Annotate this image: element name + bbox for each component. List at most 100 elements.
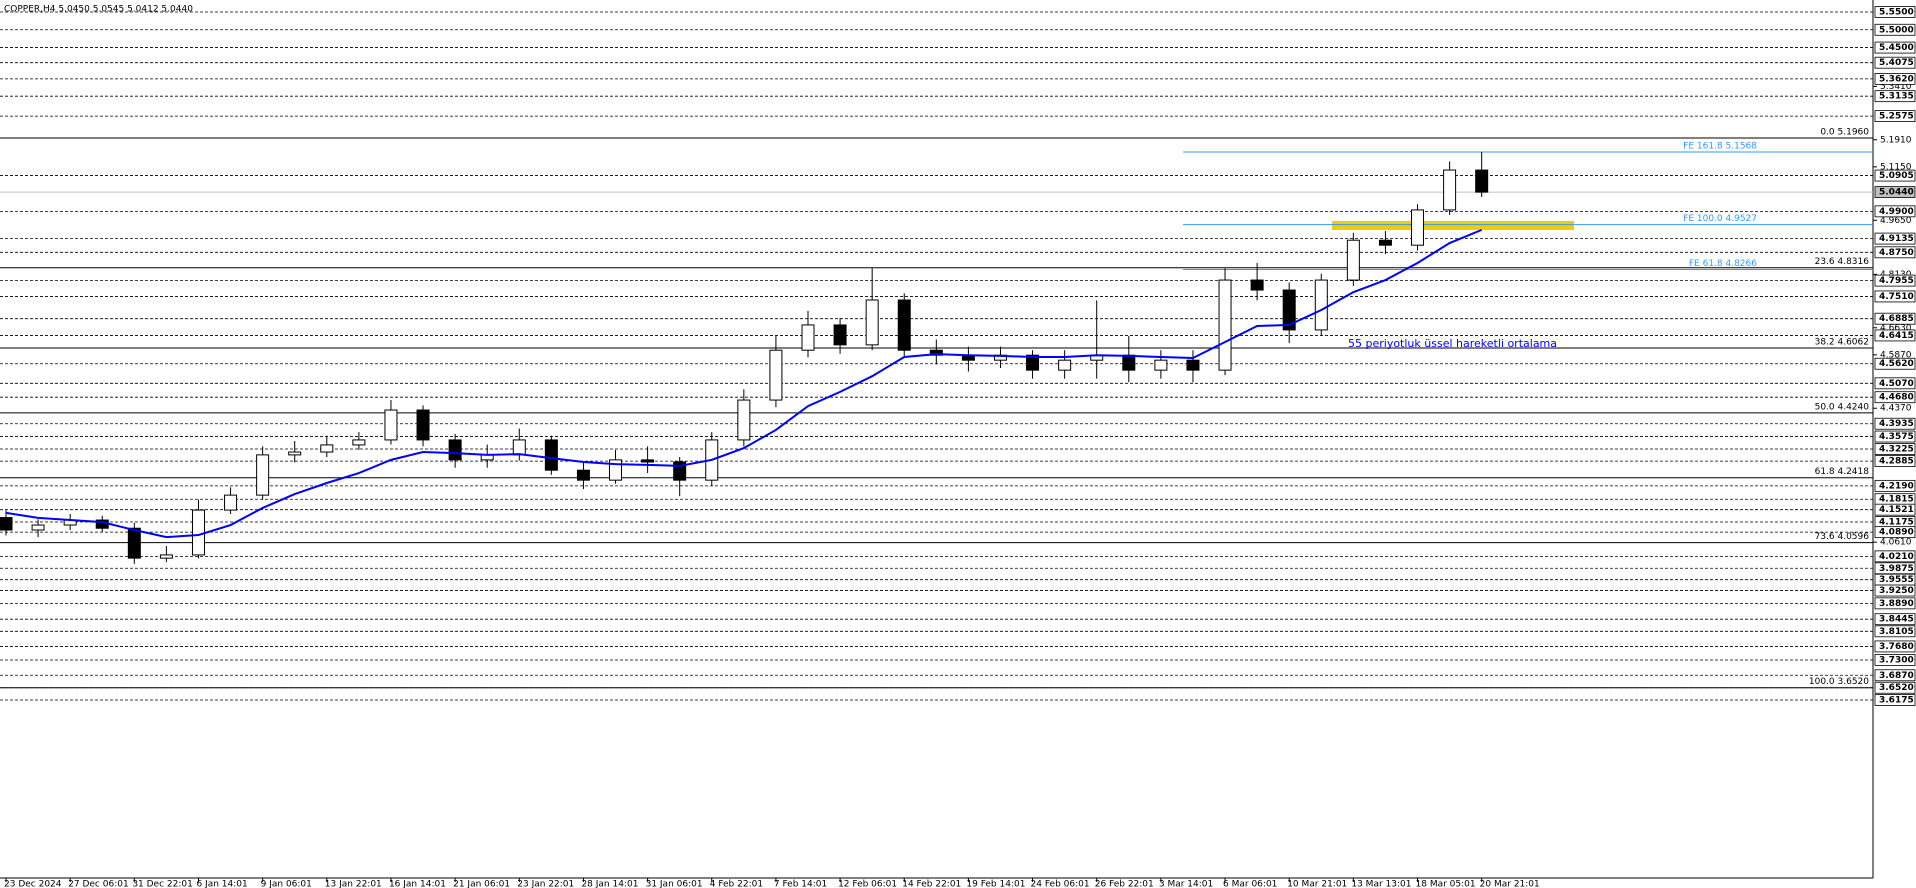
level-label: 4.6415 bbox=[1879, 331, 1914, 341]
x-tick-label: 13 Mar 13:01 bbox=[1351, 880, 1411, 888]
level-label-box bbox=[1874, 357, 1916, 370]
candle-body bbox=[897, 299, 911, 351]
candle-body bbox=[1186, 359, 1200, 371]
candle-body bbox=[224, 494, 238, 511]
level-label: 4.4680 bbox=[1879, 393, 1914, 403]
level-label: 3.7680 bbox=[1879, 642, 1914, 652]
candle-body bbox=[1411, 209, 1425, 246]
level-label-box bbox=[1874, 290, 1916, 303]
level-label-box bbox=[1874, 391, 1916, 404]
level-label-box bbox=[1874, 169, 1916, 182]
candle-body bbox=[159, 554, 173, 559]
level-label-box bbox=[1874, 503, 1916, 516]
candle-body bbox=[1026, 354, 1040, 371]
level-label-box bbox=[1874, 41, 1916, 54]
fib-label: 50.0 4.4240 bbox=[1815, 402, 1870, 412]
level-label: 5.3135 bbox=[1879, 92, 1914, 102]
candle-body bbox=[576, 469, 590, 481]
x-tick-label: 10 Mar 21:01 bbox=[1287, 880, 1347, 888]
x-tick-label: 4 Feb 22:01 bbox=[710, 880, 763, 888]
x-tick-label: 31 Jan 06:01 bbox=[646, 880, 703, 888]
level-label: 4.8750 bbox=[1879, 248, 1914, 258]
chart-title: COPPER,H4 5.0450 5.0545 5.0412 5.0440 bbox=[4, 5, 193, 15]
candle-body bbox=[256, 454, 270, 496]
y-tick-label: 4.5870 bbox=[1880, 350, 1912, 360]
candle-body bbox=[1282, 289, 1296, 331]
candle-body bbox=[1378, 239, 1392, 246]
candle-body bbox=[1250, 279, 1264, 291]
level-label: 4.6885 bbox=[1879, 314, 1914, 324]
fe-label: FE 61.8 4.8266 bbox=[1689, 259, 1757, 269]
level-label-box bbox=[1874, 205, 1916, 218]
candle-body bbox=[801, 324, 815, 351]
level-label: 4.9135 bbox=[1879, 234, 1914, 244]
candle-body bbox=[1443, 169, 1457, 211]
level-label-box bbox=[1874, 479, 1916, 492]
level-label-box bbox=[1874, 526, 1916, 539]
y-tick-label: 5.3410 bbox=[1880, 82, 1912, 92]
y-tick-label: 5.1910 bbox=[1880, 135, 1912, 145]
level-label: 3.6870 bbox=[1879, 671, 1914, 681]
y-tick-label: 5.1150 bbox=[1880, 162, 1912, 172]
candle-body bbox=[1218, 279, 1232, 371]
level-label-box bbox=[1874, 694, 1916, 706]
x-tick-label: 6 Jan 14:01 bbox=[196, 880, 247, 888]
level-label-box bbox=[1874, 430, 1916, 443]
candle-body bbox=[1122, 354, 1136, 371]
candle-body bbox=[1058, 359, 1072, 371]
candle-body bbox=[1314, 279, 1328, 331]
candle-body bbox=[1346, 239, 1360, 281]
level-label: 4.3935 bbox=[1879, 419, 1914, 429]
level-label: 3.8890 bbox=[1879, 599, 1914, 609]
candle-body bbox=[1154, 359, 1168, 371]
candle-body bbox=[448, 439, 462, 461]
x-tick-label: 9 Jan 06:01 bbox=[261, 880, 312, 888]
last-price-label: 5.0440 bbox=[1879, 188, 1914, 198]
level-label-box bbox=[1874, 90, 1916, 103]
level-label: 4.0890 bbox=[1879, 528, 1914, 538]
x-tick-label: 23 Dec 2024 bbox=[4, 880, 62, 888]
level-label: 5.2575 bbox=[1879, 112, 1914, 122]
candle-body bbox=[512, 439, 526, 456]
x-tick-label: 3 Mar 14:01 bbox=[1159, 880, 1213, 888]
level-label-box bbox=[1874, 274, 1916, 287]
level-label-box bbox=[1874, 654, 1916, 666]
x-tick-label: 6 Mar 06:01 bbox=[1223, 880, 1277, 888]
level-label-box bbox=[1874, 312, 1916, 325]
level-label: 4.1175 bbox=[1879, 517, 1914, 527]
x-tick-label: 7 Feb 14:01 bbox=[774, 880, 827, 888]
level-label: 4.2190 bbox=[1879, 481, 1914, 491]
level-label-box bbox=[1874, 625, 1916, 638]
level-label: 3.9875 bbox=[1879, 564, 1914, 574]
fib-label: 0.0 5.1960 bbox=[1820, 128, 1869, 138]
level-label: 4.7955 bbox=[1879, 276, 1914, 286]
x-tick-label: 31 Dec 22:01 bbox=[132, 880, 193, 888]
level-label-box bbox=[1874, 23, 1916, 36]
fib-label: 23.6 4.8316 bbox=[1815, 257, 1870, 267]
fib-label: 100.0 3.6520 bbox=[1809, 677, 1869, 687]
y-tick-label: 4.4370 bbox=[1880, 404, 1912, 414]
y-tick-label: 4.9650 bbox=[1880, 216, 1912, 226]
level-label: 3.6175 bbox=[1879, 696, 1914, 706]
level-label-box bbox=[1874, 550, 1916, 563]
x-tick-label: 18 Mar 05:01 bbox=[1416, 880, 1476, 888]
fe-label: FE 161.8 5.1568 bbox=[1683, 141, 1757, 151]
fe-label: FE 100.0 4.9527 bbox=[1683, 214, 1757, 224]
level-label: 5.5500 bbox=[1879, 7, 1914, 17]
level-label-box bbox=[1874, 6, 1916, 18]
candle-body bbox=[769, 349, 783, 401]
candle-body bbox=[833, 324, 847, 346]
level-label-box bbox=[1874, 73, 1916, 85]
level-label-box bbox=[1874, 417, 1916, 430]
x-tick-label: 26 Feb 22:01 bbox=[1095, 880, 1154, 888]
level-label: 4.0210 bbox=[1879, 552, 1914, 562]
level-label-box bbox=[1874, 443, 1916, 455]
x-tick-label: 21 Jan 06:01 bbox=[453, 880, 510, 888]
candle-body bbox=[384, 409, 398, 441]
candle-body bbox=[127, 527, 141, 559]
level-label-box bbox=[1874, 246, 1916, 259]
level-label-box bbox=[1874, 640, 1916, 653]
level-label-box bbox=[1874, 455, 1916, 468]
candle-body bbox=[865, 299, 879, 346]
